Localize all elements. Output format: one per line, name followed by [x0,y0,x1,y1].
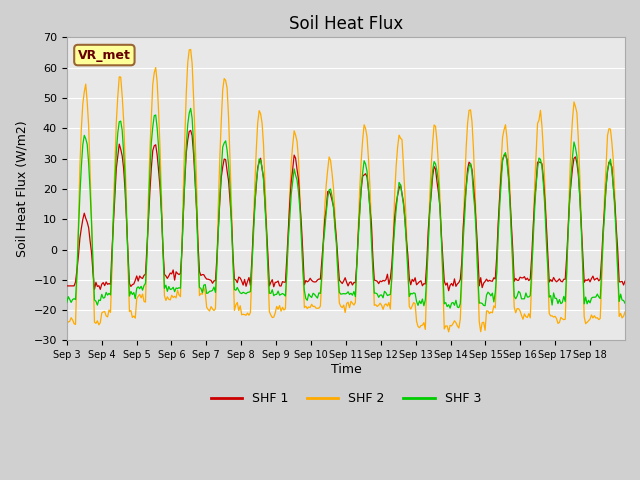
Text: VR_met: VR_met [78,48,131,61]
Y-axis label: Soil Heat Flux (W/m2): Soil Heat Flux (W/m2) [15,120,28,257]
Legend: SHF 1, SHF 2, SHF 3: SHF 1, SHF 2, SHF 3 [205,387,486,410]
Title: Soil Heat Flux: Soil Heat Flux [289,15,403,33]
X-axis label: Time: Time [330,363,361,376]
